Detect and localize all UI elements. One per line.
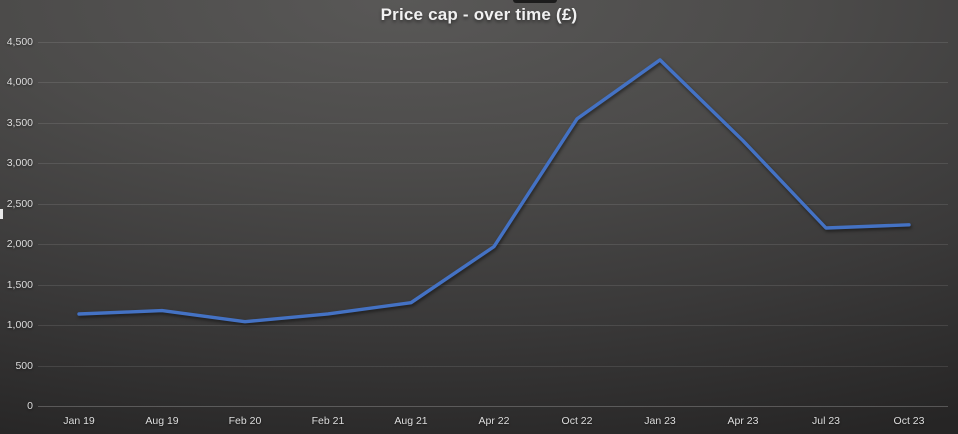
gridlines-group xyxy=(38,42,948,407)
chart-title: Price cap - over time (£) xyxy=(380,5,578,24)
screen-artifact-left-mark xyxy=(0,209,3,219)
screen-artifact-top-notch xyxy=(513,0,557,3)
series-group xyxy=(77,58,911,324)
price-cap-line-series xyxy=(77,58,911,324)
